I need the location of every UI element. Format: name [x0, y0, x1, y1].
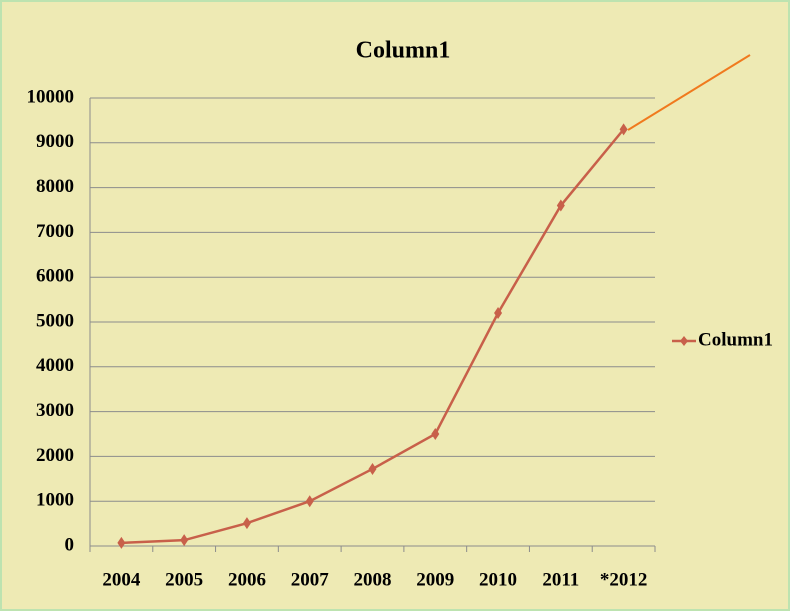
y-tick-label: 7000	[36, 221, 74, 242]
y-tick-label: 4000	[36, 355, 74, 376]
data-point	[619, 123, 628, 136]
x-tick-label: 2007	[291, 569, 330, 590]
y-tick-label: 0	[65, 534, 75, 555]
legend-label: Column1	[698, 329, 773, 350]
data-point	[368, 462, 377, 475]
data-point	[117, 536, 126, 549]
x-tick-label: 2010	[479, 569, 517, 590]
y-tick-label: 10000	[27, 86, 75, 107]
data-point	[305, 495, 314, 508]
x-tick-label: 2009	[416, 569, 454, 590]
y-tick-label: 1000	[36, 490, 74, 511]
x-tick-label: 2006	[228, 569, 266, 590]
data-point	[556, 199, 565, 212]
decorative-line	[627, 54, 751, 131]
legend-marker	[680, 336, 688, 346]
y-tick-label: 9000	[36, 131, 74, 152]
data-point	[494, 307, 503, 320]
y-tick-label: 5000	[36, 310, 74, 331]
y-tick-label: 3000	[36, 400, 74, 421]
y-tick-label: 6000	[36, 266, 74, 287]
x-tick-label: 2004	[102, 569, 141, 590]
chart-title: Column1	[356, 38, 451, 64]
y-tick-label: 8000	[36, 176, 74, 197]
y-tick-label: 2000	[36, 445, 74, 466]
data-point	[180, 534, 189, 547]
x-tick-label: 2008	[354, 569, 392, 590]
data-point	[242, 517, 251, 530]
x-tick-label: 2005	[165, 569, 203, 590]
data-point	[431, 428, 440, 440]
x-tick-label: *2012	[600, 569, 648, 590]
x-tick-label: 2011	[542, 569, 579, 590]
